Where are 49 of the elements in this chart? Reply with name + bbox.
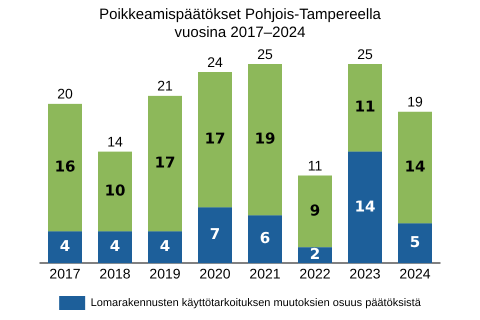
- data-label: 10: [104, 181, 126, 200]
- total-label: 20: [57, 86, 73, 102]
- bar: [348, 152, 382, 264]
- legend-label: Lomarakennusten käyttötarkoituksen muutoksien osuus päätöksistä: [90, 297, 422, 310]
- bar: [198, 207, 232, 264]
- x-tick-label: 2024: [399, 265, 431, 282]
- total-label: 11: [308, 157, 322, 174]
- bar: [398, 112, 432, 224]
- chart-title: Poikkeamispäätökset Pohjois-Tampereella vuosina 2017–2024: [99, 6, 382, 42]
- total-label: 21: [157, 78, 173, 94]
- x-tick-label: 2018: [99, 265, 131, 282]
- total-label: 25: [357, 46, 373, 62]
- data-label: 6: [260, 229, 270, 248]
- bar: [48, 231, 82, 264]
- bar: [398, 223, 432, 264]
- x-tick-label: 2021: [249, 265, 281, 282]
- data-label: 2: [310, 245, 320, 264]
- x-tick-label: 2017: [49, 265, 81, 282]
- data-label: 4: [160, 237, 170, 256]
- bar: [348, 64, 382, 152]
- bar: [248, 64, 282, 216]
- data-label: 4: [110, 237, 120, 256]
- data-label: 5: [410, 233, 420, 252]
- data-label: 14: [404, 157, 426, 176]
- x-tick-label: 2020: [199, 265, 231, 282]
- data-label: 7: [210, 225, 220, 244]
- x-tick-label: 2019: [149, 265, 181, 282]
- bar: [148, 96, 182, 232]
- bar: [298, 176, 332, 248]
- bar: [198, 72, 232, 208]
- data-label: 19: [254, 130, 276, 148]
- total-label: 19: [407, 94, 423, 110]
- data-label: 14: [354, 197, 376, 216]
- bar: [98, 231, 132, 264]
- data-label: 4: [60, 237, 70, 256]
- total-label: 14: [107, 134, 123, 150]
- data-label: 9: [310, 201, 320, 220]
- total-label: 24: [207, 54, 223, 70]
- bar: [148, 231, 182, 264]
- total-label: 25: [257, 46, 273, 62]
- x-tick-label: 2023: [349, 265, 381, 282]
- data-label: 17: [204, 130, 226, 148]
- bar: [98, 152, 132, 232]
- x-tick-label: 2022: [299, 265, 331, 282]
- bar: [48, 104, 82, 232]
- bar: [248, 215, 282, 264]
- data-label: 16: [54, 157, 76, 176]
- data-label: 17: [154, 153, 176, 172]
- data-label: 11: [354, 98, 376, 116]
